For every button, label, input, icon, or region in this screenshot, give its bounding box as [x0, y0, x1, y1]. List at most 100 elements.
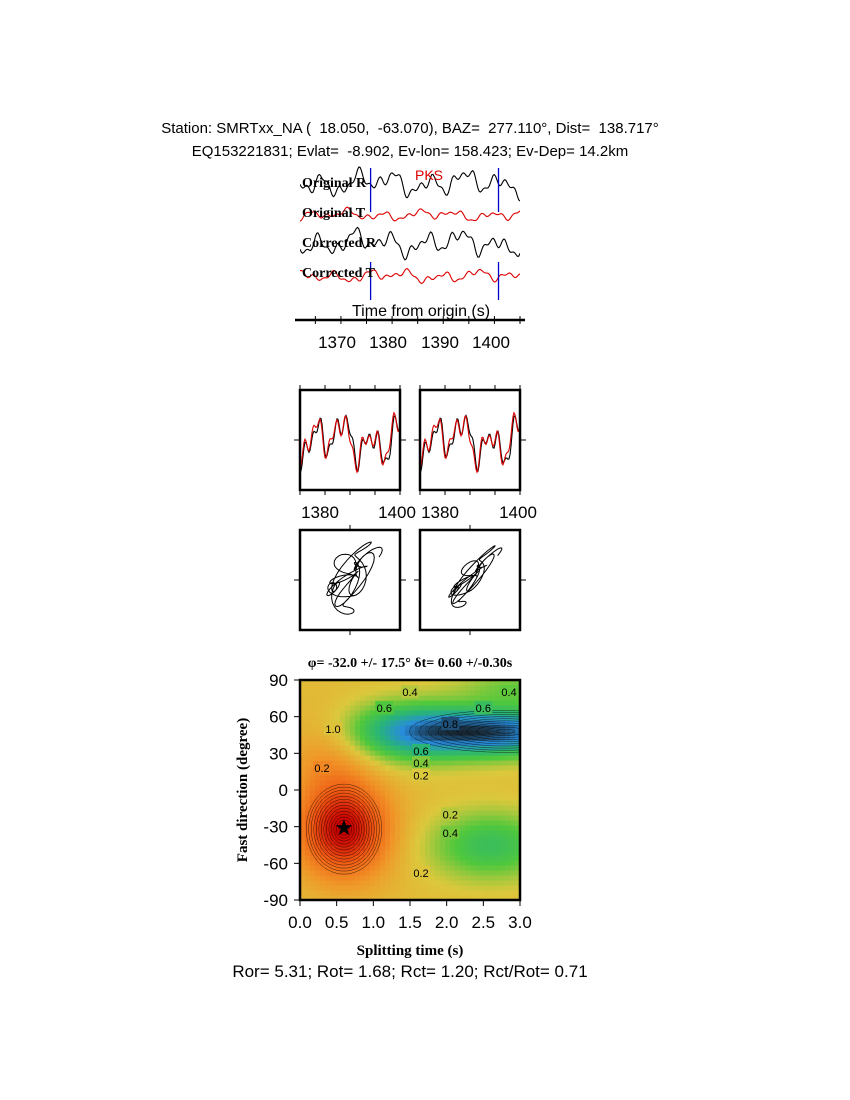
- heat-cell: [385, 790, 391, 796]
- heat-cell: [445, 775, 451, 781]
- heat-cell: [375, 770, 381, 776]
- contour-line: [321, 801, 367, 857]
- time-tick-label: 1380: [369, 333, 407, 352]
- heat-cell: [325, 885, 331, 891]
- heat-cell: [470, 725, 476, 731]
- heat-cell: [300, 885, 306, 891]
- heat-cell: [470, 830, 476, 836]
- heat-cell: [485, 875, 491, 881]
- overlay-tick-label: 1380: [421, 503, 459, 522]
- heat-cell: [440, 760, 446, 766]
- overlay-trace: [420, 414, 520, 473]
- heat-cell: [350, 740, 356, 746]
- heat-cell: [365, 680, 371, 686]
- heat-cell: [425, 695, 431, 701]
- heat-cell: [470, 800, 476, 806]
- heat-cell: [420, 845, 426, 851]
- heat-cell: [330, 895, 336, 900]
- heat-cell: [505, 745, 511, 751]
- heat-cell: [455, 700, 461, 706]
- heat-cell: [345, 695, 351, 701]
- heat-cell: [470, 730, 476, 736]
- heat-cell: [445, 875, 451, 881]
- heat-cell: [375, 860, 381, 866]
- heat-cell: [305, 790, 311, 796]
- heat-cell: [515, 765, 520, 771]
- heat-cell: [500, 810, 506, 816]
- heat-cell: [490, 830, 496, 836]
- heat-cell: [460, 700, 466, 706]
- heat-cell: [405, 740, 411, 746]
- heat-cell: [480, 810, 486, 816]
- heat-cell: [350, 780, 356, 786]
- heat-cell: [310, 805, 316, 811]
- heat-cell: [510, 710, 516, 716]
- heat-cell: [335, 795, 341, 801]
- heat-cell: [515, 880, 520, 886]
- heat-cell: [515, 725, 520, 731]
- particle-motion-trace: [448, 545, 503, 608]
- heat-cell: [360, 700, 366, 706]
- heat-cell: [430, 690, 436, 696]
- heat-cell: [415, 710, 421, 716]
- heat-cell: [405, 680, 411, 686]
- heat-cell: [365, 790, 371, 796]
- heat-cell: [440, 895, 446, 900]
- heat-cell: [450, 840, 456, 846]
- heat-cell: [440, 710, 446, 716]
- heat-cell: [360, 780, 366, 786]
- heat-cell: [315, 885, 321, 891]
- heat-cell: [305, 800, 311, 806]
- heat-cell: [480, 865, 486, 871]
- heat-cell: [460, 855, 466, 861]
- heat-cell: [470, 880, 476, 886]
- heat-cell: [460, 780, 466, 786]
- heat-cell: [450, 855, 456, 861]
- heat-cell: [440, 705, 446, 711]
- heat-cell: [320, 890, 326, 896]
- heat-cell: [350, 725, 356, 731]
- heat-cell: [450, 885, 456, 891]
- heat-cell: [305, 695, 311, 701]
- heat-cell: [430, 710, 436, 716]
- heat-cell: [325, 890, 331, 896]
- heat-cell: [300, 790, 306, 796]
- heat-cell: [340, 705, 346, 711]
- heat-cell: [330, 740, 336, 746]
- heat-cell: [415, 860, 421, 866]
- heat-cell: [365, 715, 371, 721]
- heat-cell: [395, 850, 401, 856]
- heat-cell: [460, 810, 466, 816]
- heat-cell: [515, 780, 520, 786]
- heat-cell: [490, 800, 496, 806]
- heat-cell: [470, 885, 476, 891]
- heat-cell: [335, 855, 341, 861]
- heat-cell: [305, 835, 311, 841]
- heat-cell: [435, 765, 441, 771]
- heat-cell: [400, 845, 406, 851]
- heat-cell: [450, 745, 456, 751]
- heat-cell: [350, 830, 356, 836]
- heat-cell: [335, 740, 341, 746]
- heat-cell: [515, 875, 520, 881]
- heat-cell: [390, 770, 396, 776]
- heat-cell: [305, 725, 311, 731]
- heat-cell: [310, 865, 316, 871]
- heat-cell: [385, 895, 391, 900]
- heat-cell: [485, 840, 491, 846]
- heat-cell: [425, 690, 431, 696]
- heat-cell: [300, 810, 306, 816]
- heat-cell: [400, 835, 406, 841]
- heat-cell: [370, 735, 376, 741]
- heat-cell: [395, 810, 401, 816]
- heat-cell: [505, 830, 511, 836]
- heat-cell: [405, 840, 411, 846]
- heat-cell: [385, 860, 391, 866]
- heat-cell: [425, 710, 431, 716]
- heat-cell: [330, 775, 336, 781]
- overlay-tick-label: 1400: [499, 503, 537, 522]
- heat-cell: [450, 705, 456, 711]
- heat-cell: [315, 730, 321, 736]
- heat-cell: [405, 750, 411, 756]
- heat-cell: [310, 735, 316, 741]
